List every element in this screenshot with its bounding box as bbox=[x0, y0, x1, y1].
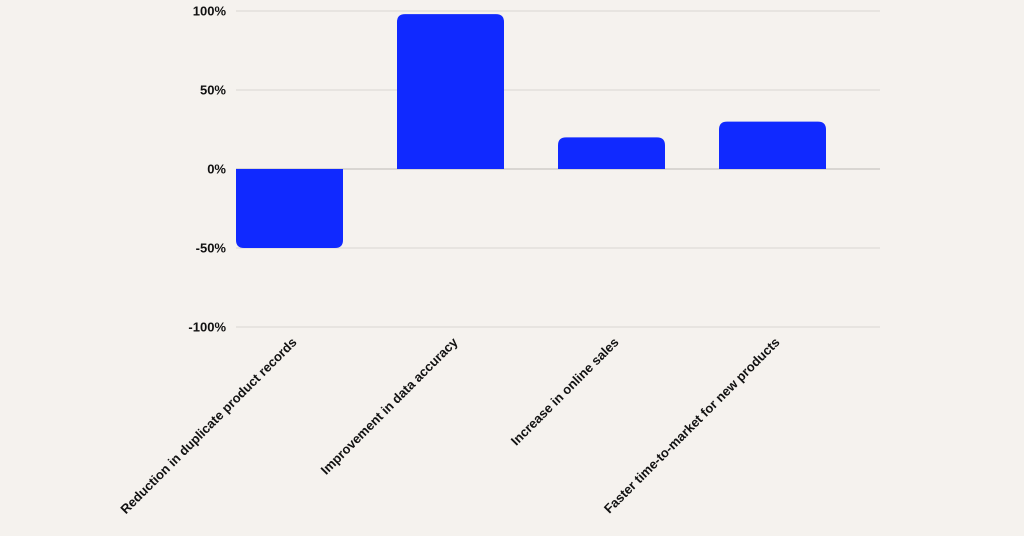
bars bbox=[236, 14, 826, 248]
bar bbox=[397, 14, 504, 169]
x-category-label: Reduction in duplicate product records bbox=[117, 335, 299, 517]
x-category-label: Increase in online sales bbox=[508, 335, 622, 449]
bar bbox=[719, 121, 826, 169]
x-category-label: Faster time-to-market for new products bbox=[601, 335, 783, 517]
bar bbox=[236, 169, 343, 248]
y-tick-label: 100% bbox=[193, 4, 227, 19]
x-axis-category-labels: Reduction in duplicate product records Im… bbox=[117, 334, 782, 517]
y-tick-label: 50% bbox=[200, 83, 226, 98]
bar bbox=[558, 137, 665, 169]
y-axis-tick-labels: 100% 50% 0% -50% -100% bbox=[188, 4, 226, 335]
y-tick-label: -100% bbox=[188, 320, 226, 335]
y-tick-label: 0% bbox=[207, 162, 226, 177]
y-tick-label: -50% bbox=[196, 241, 227, 256]
x-category-label: Improvement in data accuracy bbox=[318, 334, 461, 477]
